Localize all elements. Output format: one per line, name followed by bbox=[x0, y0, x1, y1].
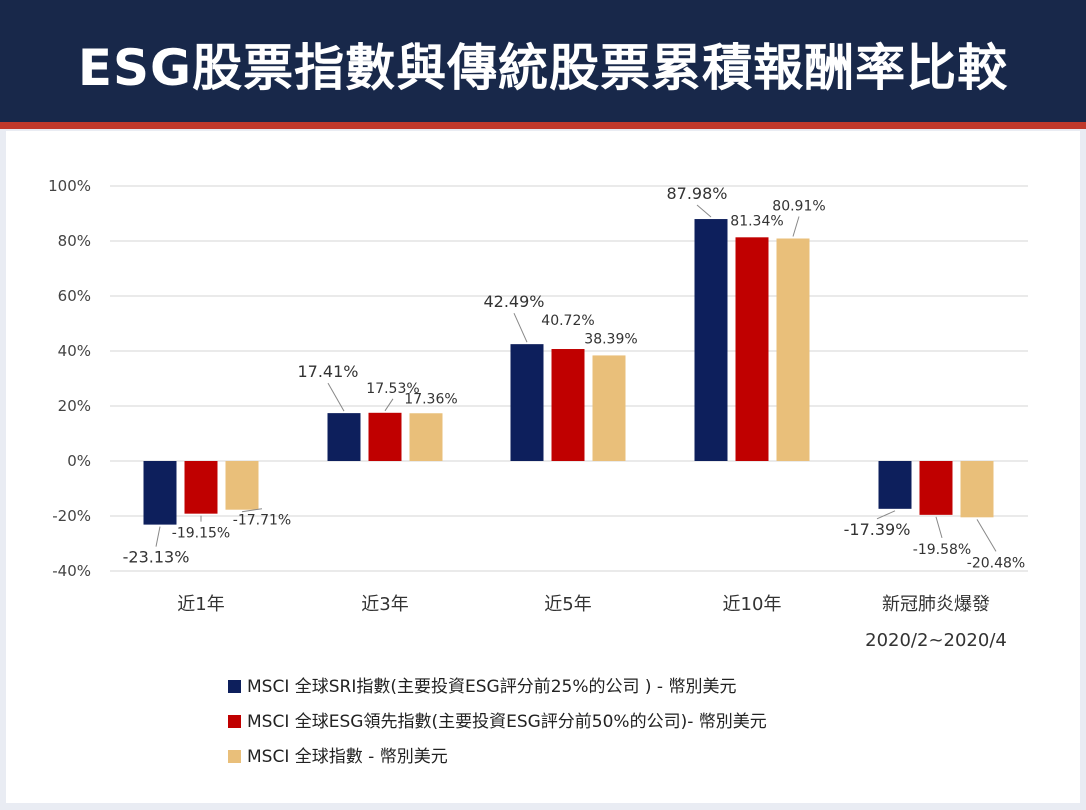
page-title: ESG股票指數與傳統股票累積報酬率比較 bbox=[77, 39, 1009, 97]
y-tick-label: 100% bbox=[48, 177, 91, 195]
y-tick-label: 60% bbox=[58, 287, 91, 305]
bar bbox=[878, 461, 912, 509]
y-tick-label: 80% bbox=[58, 232, 91, 250]
x-tick-label: 近3年 bbox=[361, 594, 408, 615]
header-bar bbox=[0, 0, 1086, 122]
data-label: -19.58% bbox=[913, 542, 971, 558]
leader-line bbox=[384, 398, 394, 412]
legend-label-sri: MSCI 全球SRI指數(主要投資ESG評分前25%的公司 ) - 幣別美元 bbox=[247, 677, 737, 697]
leader-line bbox=[876, 510, 896, 520]
data-label: -20.48% bbox=[967, 555, 1025, 571]
x-tick-label: 近5年 bbox=[544, 594, 591, 615]
bar bbox=[510, 344, 544, 461]
data-label: 17.41% bbox=[297, 362, 358, 381]
legend-swatch-sri bbox=[228, 680, 241, 693]
legend-item-sri: MSCI 全球SRI指數(主要投資ESG評分前25%的公司 ) - 幣別美元 bbox=[228, 674, 928, 700]
x-tick-label: 近1年 bbox=[177, 594, 224, 615]
bar bbox=[551, 349, 585, 461]
data-label: 80.91% bbox=[772, 198, 825, 214]
data-label: -17.71% bbox=[233, 513, 291, 529]
legend-label-msci-world: MSCI 全球指數 - 幣別美元 bbox=[247, 747, 448, 767]
y-tick-label: -20% bbox=[52, 507, 91, 525]
leader-line bbox=[696, 204, 712, 218]
bar bbox=[184, 461, 218, 514]
bar bbox=[592, 355, 626, 461]
bar bbox=[327, 413, 361, 461]
leader-line bbox=[513, 312, 528, 343]
bar bbox=[368, 412, 402, 461]
bar bbox=[143, 461, 177, 525]
data-label: -23.13% bbox=[123, 548, 190, 567]
bar bbox=[225, 461, 259, 510]
leader-line bbox=[155, 526, 161, 547]
bar bbox=[776, 238, 810, 461]
leader-line bbox=[792, 216, 800, 237]
leader-line bbox=[976, 519, 997, 552]
data-label: 17.53% bbox=[366, 381, 419, 397]
leader-line bbox=[327, 382, 345, 412]
data-label: 87.98% bbox=[666, 184, 727, 203]
legend-swatch-esg-leaders bbox=[228, 715, 241, 728]
bar bbox=[735, 237, 769, 461]
y-tick-label: 40% bbox=[58, 342, 91, 360]
leader-line bbox=[935, 516, 943, 538]
y-tick-label: -40% bbox=[52, 562, 91, 580]
x-tick-sublabel: 2020/2~2020/4 bbox=[865, 630, 1007, 651]
data-label: 40.72% bbox=[541, 313, 594, 329]
bar bbox=[919, 461, 953, 515]
legend-swatch-msci-world bbox=[228, 750, 241, 763]
data-label: -19.15% bbox=[172, 526, 230, 542]
leader-line bbox=[241, 508, 263, 513]
bar bbox=[409, 413, 443, 461]
y-tick-label: 20% bbox=[58, 397, 91, 415]
bar bbox=[960, 461, 994, 518]
header-accent-line bbox=[0, 122, 1086, 129]
legend-item-msci-world: MSCI 全球指數 - 幣別美元 bbox=[228, 744, 928, 770]
data-label: 17.36% bbox=[404, 391, 457, 407]
x-tick-label: 近10年 bbox=[723, 594, 782, 615]
data-label: -17.39% bbox=[844, 520, 911, 539]
data-label: 81.34% bbox=[730, 213, 783, 229]
legend-label-esg-leaders: MSCI 全球ESG領先指數(主要投資ESG評分前50%的公司)- 幣別美元 bbox=[247, 712, 767, 732]
data-label: 42.49% bbox=[483, 292, 544, 311]
x-tick-label: 新冠肺炎爆發 bbox=[882, 594, 990, 615]
bar bbox=[694, 219, 728, 461]
data-label: 38.39% bbox=[584, 331, 637, 347]
legend-item-esg-leaders: MSCI 全球ESG領先指數(主要投資ESG評分前50%的公司)- 幣別美元 bbox=[228, 709, 928, 735]
y-tick-label: 0% bbox=[67, 452, 91, 470]
